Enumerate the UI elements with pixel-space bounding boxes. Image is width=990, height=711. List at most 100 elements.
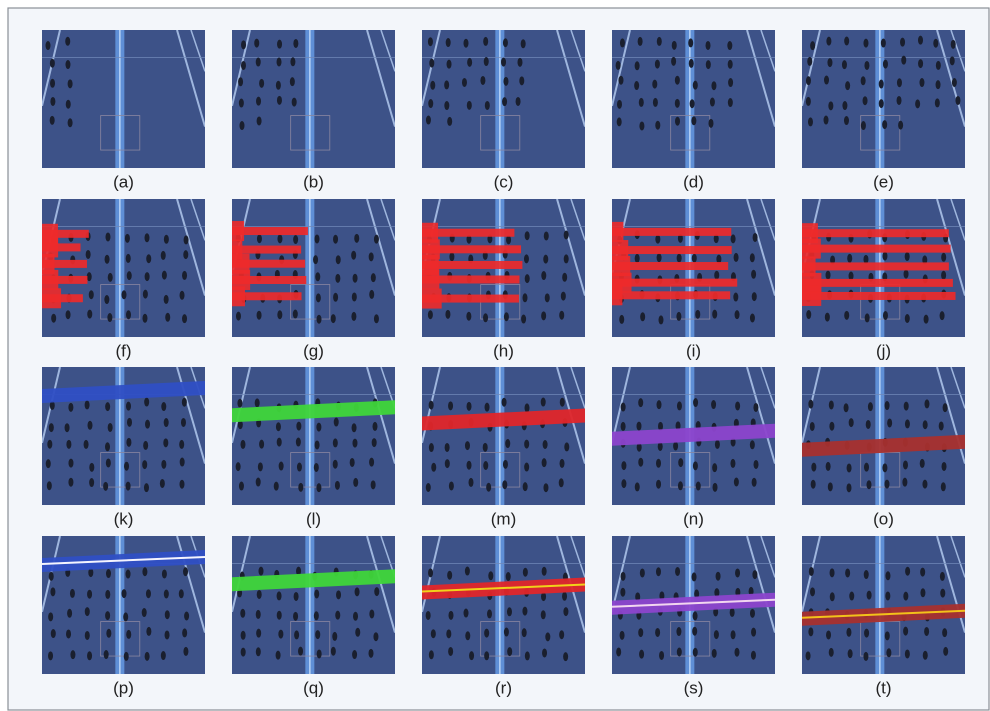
person bbox=[713, 483, 718, 492]
person bbox=[254, 39, 259, 48]
person bbox=[236, 312, 241, 321]
person bbox=[905, 649, 910, 658]
person bbox=[182, 314, 187, 323]
person bbox=[316, 423, 321, 432]
person bbox=[487, 609, 492, 618]
person bbox=[87, 590, 92, 599]
person bbox=[274, 482, 279, 491]
person bbox=[445, 459, 450, 468]
person bbox=[142, 314, 147, 323]
trajectory bbox=[422, 289, 442, 309]
person bbox=[369, 609, 374, 618]
person bbox=[861, 76, 866, 85]
person bbox=[467, 461, 472, 470]
person bbox=[847, 463, 852, 472]
person bbox=[730, 459, 735, 468]
person bbox=[864, 629, 869, 638]
person bbox=[445, 443, 450, 452]
person bbox=[806, 76, 811, 85]
person bbox=[923, 651, 928, 660]
person bbox=[466, 312, 471, 321]
person bbox=[655, 235, 660, 244]
person bbox=[236, 462, 241, 471]
person bbox=[277, 310, 282, 319]
person bbox=[677, 648, 682, 657]
person bbox=[621, 461, 626, 470]
person bbox=[920, 588, 925, 597]
person bbox=[290, 57, 295, 66]
person bbox=[940, 572, 945, 581]
person bbox=[844, 116, 849, 125]
person bbox=[315, 630, 320, 639]
panel-label: (h) bbox=[493, 341, 514, 360]
person bbox=[635, 61, 640, 70]
person bbox=[653, 98, 658, 107]
person bbox=[276, 651, 281, 660]
person bbox=[183, 567, 188, 576]
person bbox=[51, 314, 56, 323]
person bbox=[864, 61, 869, 70]
person bbox=[165, 630, 170, 639]
person bbox=[85, 400, 90, 409]
person bbox=[516, 97, 521, 106]
person bbox=[675, 567, 680, 576]
panel-content bbox=[42, 536, 205, 674]
person bbox=[564, 254, 569, 263]
image-panel bbox=[232, 536, 395, 674]
person bbox=[915, 99, 920, 108]
person bbox=[446, 38, 451, 47]
person bbox=[369, 458, 374, 467]
person bbox=[484, 57, 489, 66]
person bbox=[127, 418, 132, 427]
person bbox=[636, 422, 641, 431]
person bbox=[844, 403, 849, 412]
person bbox=[298, 483, 303, 492]
person bbox=[885, 571, 890, 580]
person bbox=[239, 99, 244, 108]
person bbox=[316, 293, 321, 302]
trajectory bbox=[802, 229, 949, 237]
person bbox=[160, 479, 165, 488]
person bbox=[464, 609, 469, 618]
panel-label: (q) bbox=[303, 678, 324, 697]
person bbox=[503, 460, 508, 469]
person bbox=[505, 439, 510, 448]
person bbox=[543, 440, 548, 449]
person bbox=[143, 290, 148, 299]
person bbox=[863, 39, 868, 48]
person bbox=[104, 650, 109, 659]
person bbox=[752, 570, 757, 579]
person bbox=[903, 460, 908, 469]
person bbox=[144, 483, 149, 492]
person bbox=[522, 607, 527, 616]
person bbox=[829, 400, 834, 409]
person bbox=[693, 398, 698, 407]
person bbox=[922, 480, 927, 489]
person bbox=[675, 99, 680, 108]
person bbox=[617, 117, 622, 126]
person bbox=[656, 480, 661, 489]
person bbox=[564, 230, 569, 239]
person bbox=[49, 572, 54, 581]
person bbox=[50, 97, 55, 106]
person bbox=[655, 121, 660, 130]
panel-content bbox=[232, 536, 395, 674]
person bbox=[353, 612, 358, 621]
person bbox=[105, 611, 110, 620]
person bbox=[184, 235, 189, 244]
person bbox=[541, 311, 546, 320]
person bbox=[621, 572, 626, 581]
person bbox=[164, 235, 169, 244]
person bbox=[106, 569, 111, 578]
person bbox=[898, 121, 903, 130]
person bbox=[352, 650, 357, 659]
person bbox=[332, 632, 337, 641]
person bbox=[106, 458, 111, 467]
person bbox=[753, 403, 758, 412]
person bbox=[333, 293, 338, 302]
person bbox=[331, 647, 336, 656]
person bbox=[465, 567, 470, 576]
trajectory bbox=[802, 279, 953, 287]
person bbox=[936, 80, 941, 89]
trajectory bbox=[802, 245, 951, 253]
